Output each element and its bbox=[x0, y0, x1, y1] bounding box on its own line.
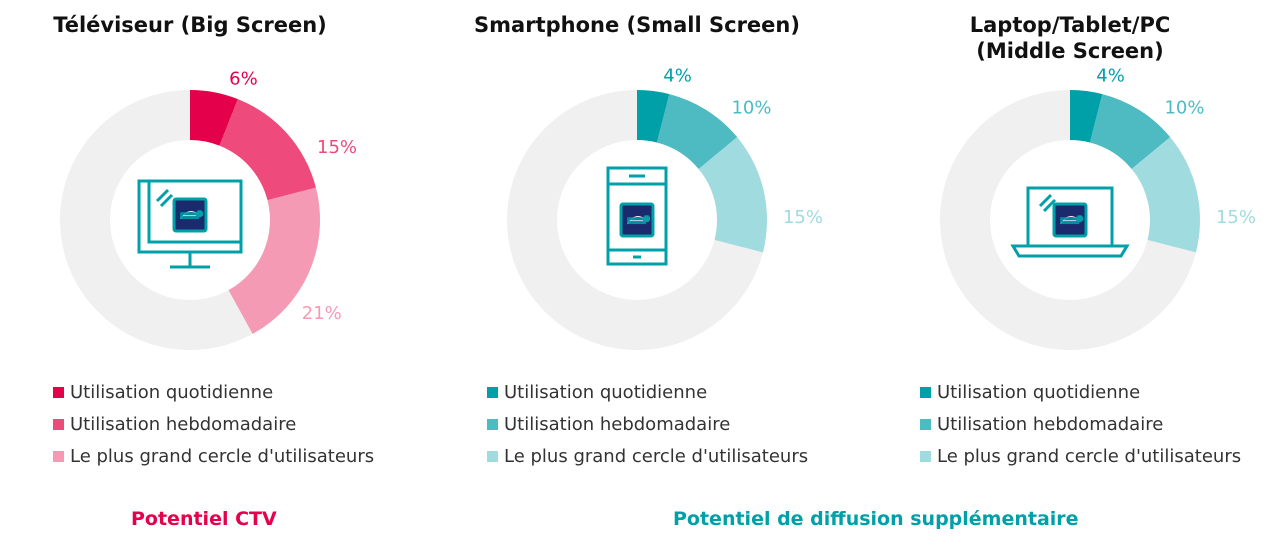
chart-title-line: Téléviseur (Big Screen) bbox=[53, 13, 327, 37]
legend-label: Le plus grand cercle d'utilisateurs bbox=[70, 445, 375, 467]
chart-title-tv: Téléviseur (Big Screen) bbox=[0, 12, 390, 38]
donut-slice bbox=[656, 94, 738, 170]
laptop-icon bbox=[1010, 186, 1130, 258]
donut-chart-smartphone: 4% 10% 15% bbox=[507, 65, 823, 350]
legend-item: Utilisation hebdomadaire bbox=[53, 408, 374, 440]
legend-smartphone: Utilisation quotidienne Utilisation hebdo… bbox=[487, 376, 808, 472]
legend-item: Le plus grand cercle d'utilisateurs bbox=[53, 440, 374, 472]
chart-title-line: Laptop/Tablet/PC bbox=[969, 13, 1171, 37]
disney-plus-logo bbox=[1052, 202, 1088, 238]
legend-label: Utilisation hebdomadaire bbox=[70, 413, 297, 435]
legend-item: Utilisation hebdomadaire bbox=[487, 408, 808, 440]
data-label: 10% bbox=[1164, 98, 1204, 119]
legend-swatch bbox=[920, 418, 931, 430]
footer-ctv-label: Potentiel CTV bbox=[131, 508, 277, 530]
legend-item: Utilisation quotidienne bbox=[53, 376, 374, 408]
legend-label: Le plus grand cercle d'utilisateurs bbox=[504, 445, 809, 467]
chart-title-line: Smartphone (Small Screen) bbox=[474, 13, 800, 37]
donut-slice bbox=[698, 137, 767, 253]
donut-slice bbox=[1089, 94, 1171, 170]
legend-swatch bbox=[53, 418, 64, 430]
data-label: 6% bbox=[229, 68, 258, 89]
tv-icon bbox=[137, 179, 243, 269]
data-label: 15% bbox=[1216, 207, 1256, 228]
disney-plus-logo bbox=[619, 202, 655, 238]
legend-label: Utilisation quotidienne bbox=[70, 381, 274, 403]
donut-slice bbox=[219, 99, 316, 201]
disney-plus-logo bbox=[172, 197, 208, 233]
legend-item: Le plus grand cercle d'utilisateurs bbox=[487, 440, 808, 472]
donut-slice bbox=[637, 90, 670, 143]
legend-swatch bbox=[487, 450, 498, 462]
donut-slice bbox=[190, 90, 238, 146]
legend-swatch bbox=[920, 386, 931, 398]
legend-item: Utilisation quotidienne bbox=[487, 376, 808, 408]
data-label: 21% bbox=[302, 303, 342, 324]
donut-chart-tv: 6% 15% 21% bbox=[60, 68, 357, 350]
donut-slice bbox=[1131, 137, 1200, 253]
legend-tv: Utilisation quotidienne Utilisation hebdo… bbox=[53, 376, 374, 472]
chart-panel-tv: Téléviseur (Big Screen) 6% 15% 21% Utilisa… bbox=[0, 0, 390, 480]
data-label: 10% bbox=[731, 98, 771, 119]
legend-label: Utilisation hebdomadaire bbox=[937, 413, 1164, 435]
footer-diffusion-label: Potentiel de diffusion supplémentaire bbox=[673, 508, 1079, 530]
data-label: 4% bbox=[1096, 65, 1125, 86]
data-label: 15% bbox=[317, 137, 357, 158]
chart-title-smartphone: Smartphone (Small Screen) bbox=[437, 12, 837, 38]
smartphone-icon bbox=[606, 166, 668, 266]
legend-swatch bbox=[487, 418, 498, 430]
legend-label: Utilisation quotidienne bbox=[504, 381, 708, 403]
legend-swatch bbox=[920, 450, 931, 462]
donut-chart-laptop: 4% 10% 15% bbox=[940, 65, 1256, 350]
legend-swatch bbox=[53, 450, 64, 462]
chart-title-line: (Middle Screen) bbox=[976, 39, 1164, 63]
legend-item: Utilisation hebdomadaire bbox=[920, 408, 1241, 440]
legend-swatch bbox=[487, 386, 498, 398]
chart-panel-smartphone: Smartphone (Small Screen) 4% 10% 15% Utili… bbox=[437, 0, 837, 480]
legend-item: Utilisation quotidienne bbox=[920, 376, 1241, 408]
donut-slice bbox=[228, 187, 320, 334]
legend-label: Utilisation quotidienne bbox=[937, 381, 1141, 403]
data-label: 15% bbox=[783, 207, 823, 228]
legend-laptop: Utilisation quotidienne Utilisation hebdo… bbox=[920, 376, 1241, 472]
donut-slice bbox=[1070, 90, 1103, 143]
legend-label: Le plus grand cercle d'utilisateurs bbox=[937, 445, 1242, 467]
legend-label: Utilisation hebdomadaire bbox=[504, 413, 731, 435]
chart-title-laptop: Laptop/Tablet/PC (Middle Screen) bbox=[870, 12, 1270, 64]
data-label: 4% bbox=[663, 65, 692, 86]
chart-panel-laptop: Laptop/Tablet/PC (Middle Screen) 4% 10% 15… bbox=[870, 0, 1270, 480]
legend-swatch bbox=[53, 386, 64, 398]
legend-item: Le plus grand cercle d'utilisateurs bbox=[920, 440, 1241, 472]
